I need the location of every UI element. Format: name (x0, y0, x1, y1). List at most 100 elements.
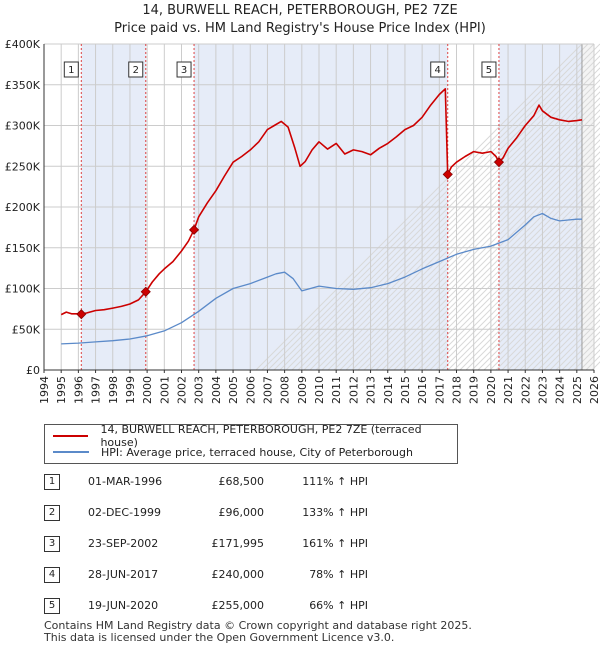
sale-point (493, 157, 505, 168)
sale-price: £96,000 (218, 506, 265, 519)
x-tick-label: 2008 (279, 376, 292, 404)
sale-price: £240,000 (211, 568, 265, 581)
sale-date: 23-SEP-2002 (88, 537, 159, 550)
x-tick-label: 2022 (519, 376, 532, 404)
sale-price: £171,995 (211, 537, 265, 550)
sale-label-text: 2 (133, 65, 139, 76)
x-tick-label: 2001 (158, 376, 171, 404)
sale-badge: 2 (44, 505, 60, 521)
sale-row: 2 02-DEC-1999 £96,000 133% ↑ HPI (44, 503, 464, 534)
x-tick-label: 2012 (347, 376, 360, 404)
legend-label-hpi: HPI: Average price, terraced house, City… (101, 445, 413, 459)
sale-row: 4 28-JUN-2017 £240,000 78% ↑ HPI (44, 565, 464, 596)
forecast-hatch (513, 283, 600, 371)
legend-item-hpi: HPI: Average price, terraced house, City… (53, 444, 413, 460)
hpi-line (61, 212, 582, 345)
forecast-hatch (543, 313, 600, 371)
y-tick-label: £0 (26, 364, 40, 377)
forecast-hatch (531, 301, 600, 371)
sale-date: 28-JUN-2017 (88, 568, 159, 581)
x-tick-label: 2010 (313, 376, 326, 404)
x-tick-label: 2005 (227, 376, 240, 404)
y-tick-label: £100K (5, 283, 41, 296)
title-line-2: Price paid vs. HM Land Registry's House … (114, 21, 486, 36)
x-tick-label: 2014 (382, 376, 395, 404)
sale-hpi-change: 78% ↑ HPI (309, 568, 368, 581)
x-tick-label: 2004 (210, 376, 223, 404)
sale-point (188, 224, 200, 235)
forecast-hatch (471, 241, 600, 371)
x-tick-label: 2017 (433, 376, 446, 404)
chart-legend: 14, BURWELL REACH, PETERBOROUGH, PE2 7ZE… (44, 423, 458, 464)
footer-line-2: This data is licensed under the Open Gov… (44, 631, 395, 644)
x-tick-label: 2024 (554, 376, 567, 404)
x-tick-label: 1996 (72, 376, 85, 404)
forecast-hatch (435, 205, 600, 371)
sale-label-box (481, 61, 497, 78)
sale-badge: 1 (44, 474, 60, 490)
x-tick-label: 2002 (176, 376, 189, 404)
y-tick-label: £250K (5, 160, 41, 173)
legend-swatch-property (53, 435, 89, 437)
y-tick-label: £350K (5, 79, 41, 92)
sale-point (442, 169, 453, 180)
y-tick-label: £200K (5, 201, 41, 214)
x-tick-label: 1994 (38, 376, 51, 404)
sale-price: £255,000 (211, 599, 265, 612)
sale-hpi-change: 111% ↑ HPI (302, 475, 368, 488)
forecast-hatch (507, 277, 600, 371)
x-tick-label: 2025 (571, 376, 584, 404)
sale-date: 02-DEC-1999 (88, 506, 162, 519)
forecast-hatch (525, 295, 600, 371)
sale-hpi-change: 133% ↑ HPI (302, 506, 368, 519)
sale-label-box (176, 61, 192, 78)
x-tick-label: 1998 (107, 376, 120, 404)
legend-item-property: 14, BURWELL REACH, PETERBOROUGH, PE2 7ZE… (53, 423, 457, 449)
sale-label-box (128, 61, 144, 78)
forecast-hatch (477, 247, 600, 371)
y-tick-label: £150K (5, 242, 41, 255)
forecast-hatch (441, 211, 600, 371)
sales-table: 1 01-MAR-1996 £68,500 111% ↑ HPI 2 02-DE… (44, 472, 464, 627)
chart-title: 14, BURWELL REACH, PETERBOROUGH, PE2 7ZE… (0, 2, 600, 38)
x-tick-label: 2019 (468, 376, 481, 404)
sale-row: 1 01-MAR-1996 £68,500 111% ↑ HPI (44, 472, 464, 503)
sale-label-text: 5 (486, 65, 492, 76)
sale-badge: 5 (44, 598, 60, 614)
x-tick-label: 2009 (296, 376, 309, 404)
x-tick-label: 1997 (90, 376, 103, 404)
forecast-hatch (459, 229, 600, 371)
x-tick-label: 1995 (55, 376, 68, 404)
legend-swatch-hpi (53, 451, 89, 453)
x-tick-label: 2011 (330, 376, 343, 404)
forecast-hatch (519, 289, 600, 371)
x-tick-label: 2015 (399, 376, 412, 404)
x-tick-label: 2020 (485, 376, 498, 404)
title-line-1: 14, BURWELL REACH, PETERBOROUGH, PE2 7ZE (142, 3, 458, 18)
x-tick-label: 2021 (502, 376, 515, 404)
sale-badge: 4 (44, 567, 60, 583)
footer-attribution: Contains HM Land Registry data © Crown c… (44, 620, 472, 644)
sale-hpi-change: 161% ↑ HPI (302, 537, 368, 550)
forecast-hatch (501, 271, 600, 371)
sale-label-text: 3 (181, 65, 187, 76)
x-tick-label: 2018 (451, 376, 464, 404)
forecast-hatch (483, 253, 600, 371)
sale-date: 01-MAR-1996 (88, 475, 163, 488)
sale-badge: 3 (44, 536, 60, 552)
y-tick-label: £400K (5, 38, 41, 51)
x-tick-label: 2016 (416, 376, 429, 404)
sale-label-box (63, 61, 79, 78)
forecast-hatch (489, 259, 600, 371)
sale-hpi-change: 66% ↑ HPI (309, 599, 368, 612)
y-tick-label: £50K (12, 323, 41, 336)
x-tick-label: 2026 (588, 376, 600, 404)
sale-point (76, 309, 87, 320)
sale-label-box (430, 61, 446, 78)
sale-label-text: 1 (68, 65, 74, 76)
sale-label-text: 4 (435, 65, 441, 76)
x-tick-label: 2013 (365, 376, 378, 404)
y-tick-label: £300K (5, 120, 41, 133)
x-tick-label: 2003 (193, 376, 206, 404)
sale-point (140, 286, 151, 297)
